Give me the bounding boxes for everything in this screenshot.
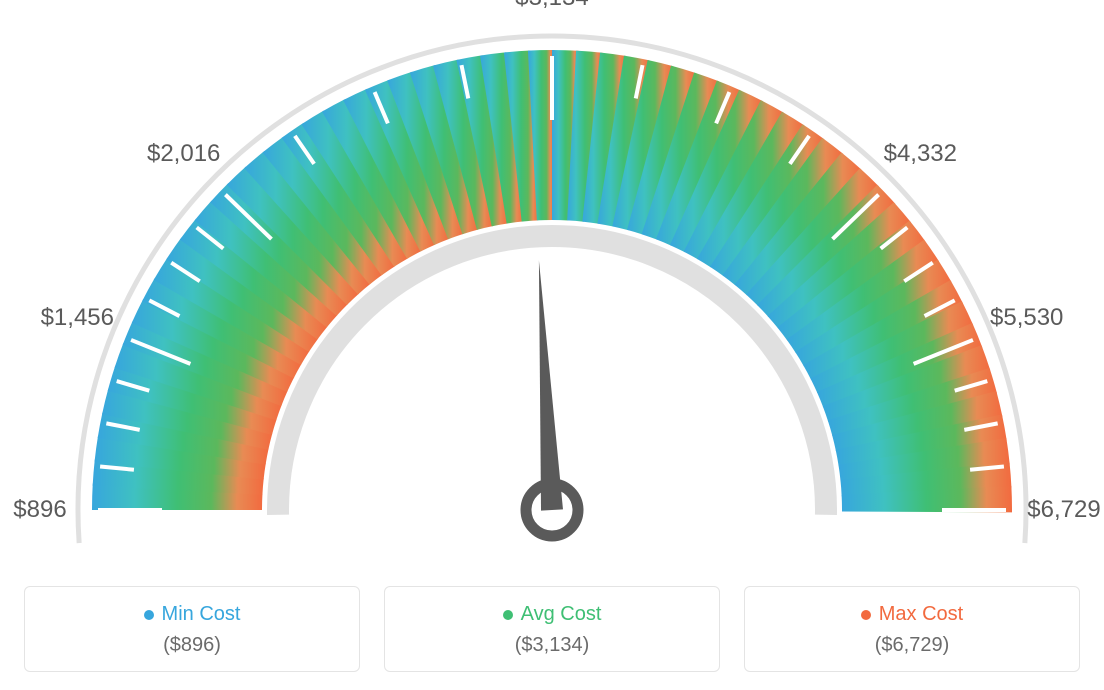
- gauge-tick-label: $5,530: [990, 304, 1063, 332]
- cost-gauge-chart: $896 $1,456 $2,016 $3,134 $4,332 $5,530 $6,729: [0, 0, 1104, 560]
- legend-title-avg: Avg Cost: [503, 603, 602, 626]
- legend-title-text-max: Max Cost: [879, 603, 963, 626]
- legend-card-min: Min Cost ($896): [24, 586, 360, 672]
- legend-card-max: Max Cost ($6,729): [744, 586, 1080, 672]
- legend-card-avg: Avg Cost ($3,134): [384, 586, 720, 672]
- legend-row: Min Cost ($896) Avg Cost ($3,134) Max Co…: [0, 586, 1104, 672]
- legend-dot-avg: [503, 610, 513, 620]
- legend-dot-min: [144, 610, 154, 620]
- gauge-tick-label: $3,134: [515, 0, 588, 12]
- legend-title-text-min: Min Cost: [162, 603, 241, 626]
- gauge-tick-label: $1,456: [41, 304, 114, 332]
- gauge-tick-label: $4,332: [884, 140, 957, 168]
- legend-title-max: Max Cost: [861, 603, 963, 626]
- gauge-tick-label: $896: [13, 496, 66, 524]
- gauge-svg: [0, 0, 1104, 560]
- gauge-tick-label: $2,016: [147, 140, 220, 168]
- legend-dot-max: [861, 610, 871, 620]
- legend-value-avg: ($3,134): [385, 634, 719, 657]
- legend-title-min: Min Cost: [144, 603, 241, 626]
- legend-title-text-avg: Avg Cost: [521, 603, 602, 626]
- legend-value-min: ($896): [25, 634, 359, 657]
- gauge-tick-label: $6,729: [1027, 496, 1100, 524]
- legend-value-max: ($6,729): [745, 634, 1079, 657]
